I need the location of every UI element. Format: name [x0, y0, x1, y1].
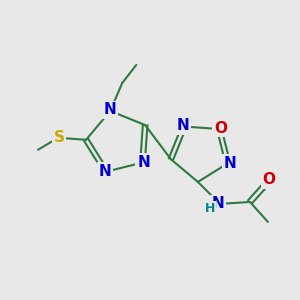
- Text: N: N: [137, 155, 150, 170]
- Text: O: O: [214, 121, 227, 136]
- Text: H: H: [205, 202, 215, 215]
- Text: N: N: [212, 196, 224, 211]
- Text: N: N: [104, 103, 117, 118]
- Text: N: N: [99, 164, 111, 179]
- Text: N: N: [177, 118, 190, 133]
- Text: N: N: [224, 156, 236, 171]
- Text: O: O: [262, 172, 275, 188]
- Text: S: S: [54, 130, 64, 145]
